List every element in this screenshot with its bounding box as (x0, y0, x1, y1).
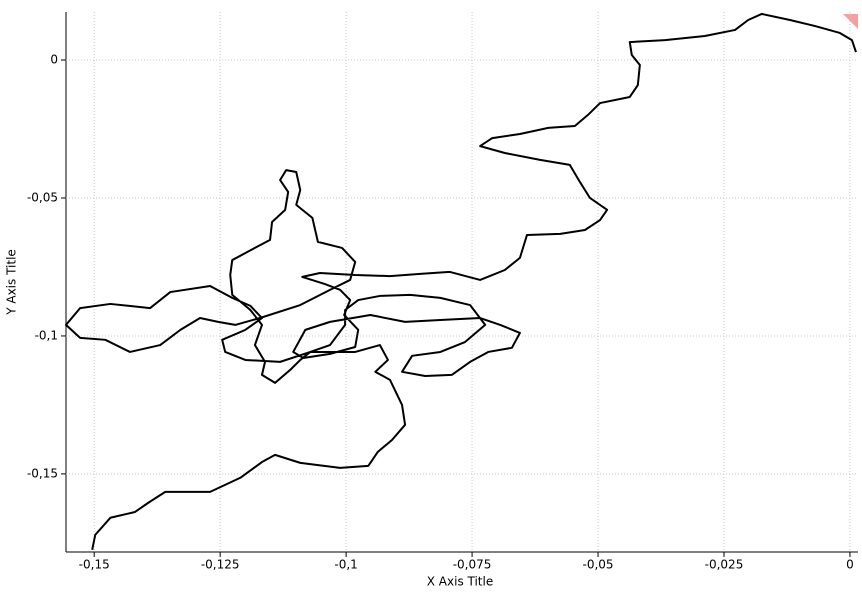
x-tick-label: -0,025 (705, 558, 744, 572)
x-tick-label: -0,05 (582, 558, 613, 572)
data-line (65, 12, 857, 550)
x-tick-label: -0,125 (201, 558, 240, 572)
y-tick-label: -0,1 (35, 328, 58, 342)
y-tick-label: -0,15 (27, 466, 58, 480)
x-tick-label: 0 (846, 558, 854, 572)
x-tick-label: -0,075 (453, 558, 492, 572)
x-tick-label: -0,1 (334, 558, 357, 572)
y-tick-label: -0,05 (27, 190, 58, 204)
y-tick-label: 0 (50, 53, 58, 67)
x-tick-label: -0,15 (79, 558, 110, 572)
x-axis-title: X Axis Title (427, 575, 493, 589)
y-axis-title: Y Axis Title (5, 249, 19, 316)
corner-marker (843, 14, 858, 29)
